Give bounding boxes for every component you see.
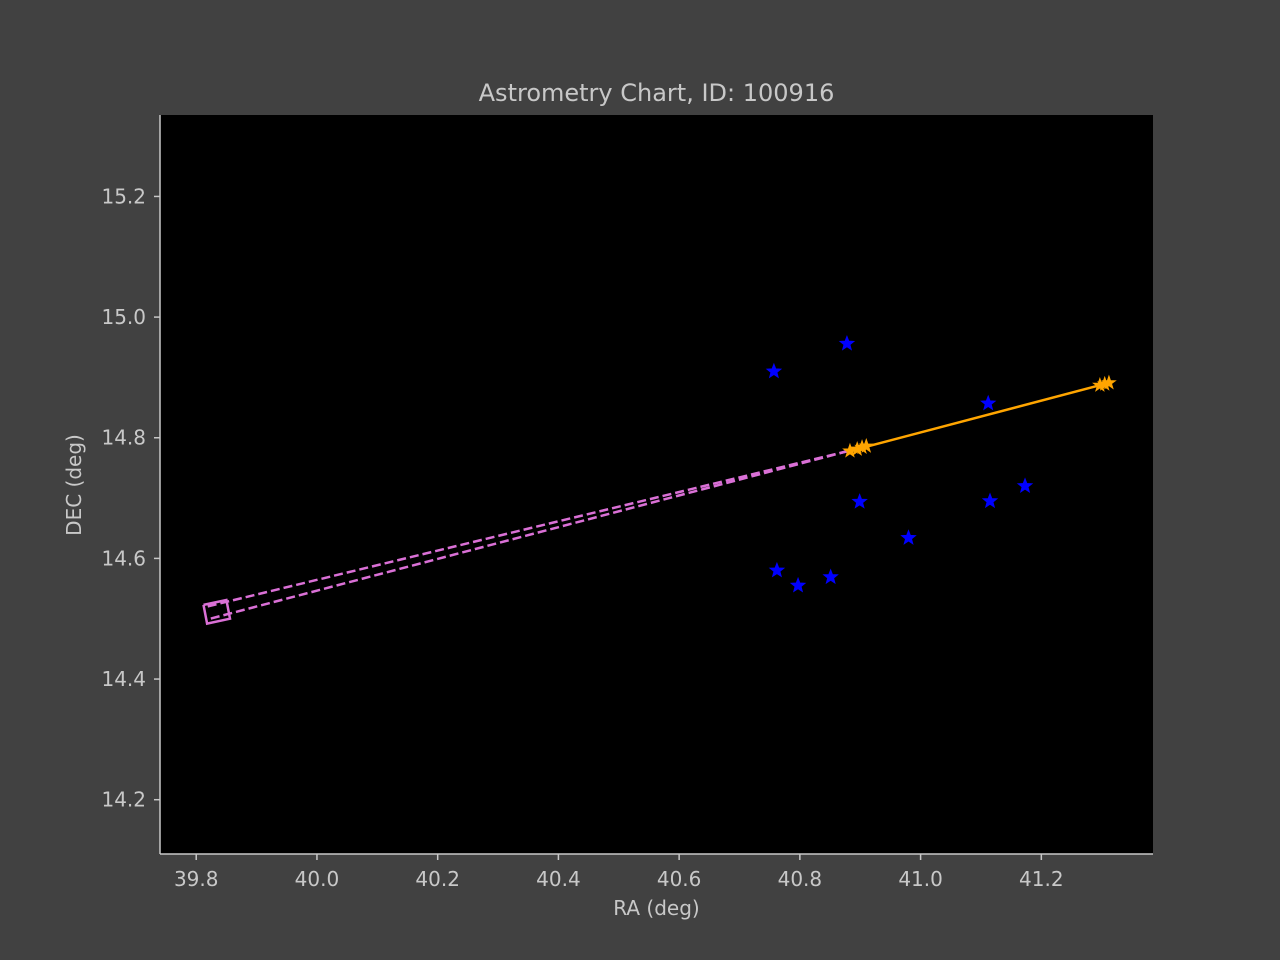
x-tick-label: 41.0 [898, 867, 943, 891]
track-star-marker [1101, 374, 1117, 390]
x-tick-label: 40.0 [295, 867, 340, 891]
field-star-marker [981, 492, 999, 509]
field-star-marker [768, 561, 786, 578]
projection-box [202, 598, 232, 626]
field-star-marker [765, 362, 783, 379]
projection-line-1 [206, 449, 849, 608]
projection-line-2 [209, 449, 849, 620]
field-star-marker [838, 335, 856, 351]
field-star-marker [789, 576, 807, 593]
field-star-marker [980, 394, 997, 411]
x-tick-label: 39.8 [174, 867, 219, 891]
track-line [849, 381, 1110, 453]
chart-title: Astrometry Chart, ID: 100916 [479, 79, 835, 107]
x-tick-label: 40.8 [778, 867, 823, 891]
plot-area [160, 115, 1153, 854]
line-layer [202, 381, 1110, 626]
x-tick-label: 40.2 [415, 867, 460, 891]
field-star-marker [900, 529, 917, 545]
field-star-marker [1016, 477, 1034, 493]
y-tick-label: 14.4 [101, 667, 146, 691]
y-tick-label: 15.0 [101, 305, 146, 329]
y-tick-label: 14.2 [101, 788, 146, 812]
x-axis-title: RA (deg) [613, 896, 699, 920]
marker-layer [765, 335, 1117, 593]
x-tick-label: 40.4 [536, 867, 581, 891]
field-star-marker [822, 568, 839, 585]
x-tick-label: 41.2 [1019, 867, 1064, 891]
field-star-marker [851, 493, 868, 509]
y-tick-label: 15.2 [101, 184, 146, 208]
x-tick-label: 40.6 [657, 867, 702, 891]
y-tick-label: 14.8 [101, 426, 146, 450]
track-star-marker [858, 437, 875, 453]
y-tick-label: 14.6 [101, 546, 146, 570]
tick-layer: 39.8 40.0 40.2 40.4 40.6 40.8 41.0 41.2 14.2 14.4… [101, 184, 1063, 891]
y-axis-title: DEC (deg) [62, 434, 86, 536]
